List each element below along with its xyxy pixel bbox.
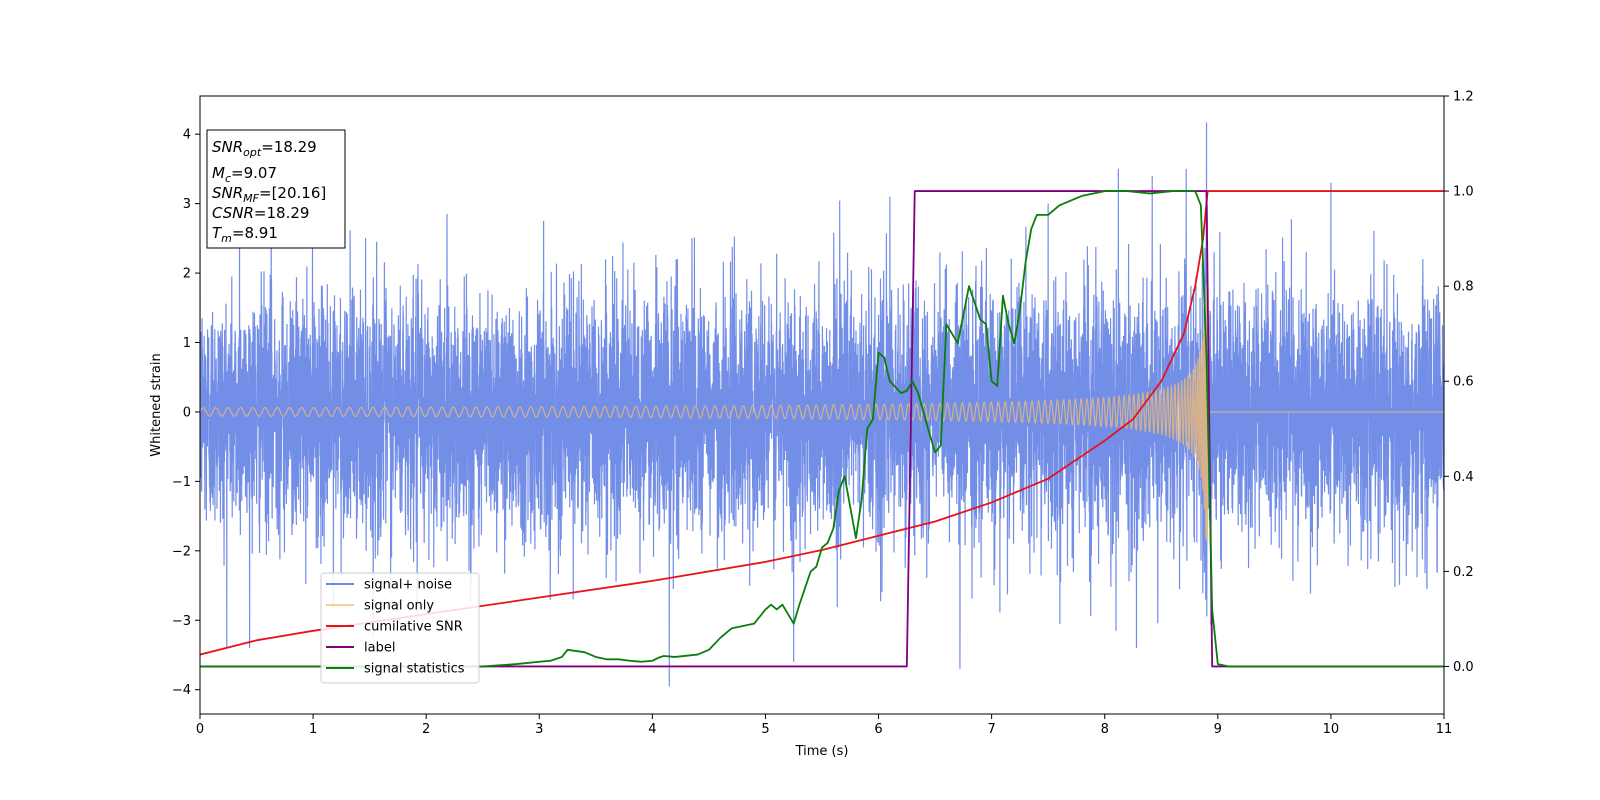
info-tm: Tm=8.91: [212, 224, 278, 245]
x-axis-ticks: 0 1 2 3 4 5 6 7 8 9 10 11: [196, 714, 1452, 737]
legend: signal+ noise signal only cumilative SNR la…: [320, 572, 480, 684]
x-tick-label: 4: [648, 722, 656, 737]
legend-label: label: [364, 641, 395, 656]
legend-label: signal only: [364, 599, 434, 614]
y-left-tick-label: −4: [172, 683, 191, 698]
y-right-tick-label: 0.6: [1453, 375, 1474, 390]
series-signal-statistics: [200, 190, 1444, 668]
series-signal-noise: [200, 122, 1444, 687]
legend-label: cumilative SNR: [364, 620, 463, 635]
x-tick-label: 11: [1436, 722, 1453, 737]
y-right-tick-label: 0.2: [1453, 565, 1474, 580]
y-left-tick-label: 4: [183, 128, 191, 143]
y-left-tick-label: 0: [183, 405, 191, 420]
x-tick-label: 1: [309, 722, 317, 737]
info-csnr: CSNR=18.29: [212, 204, 309, 222]
info-snr-mf: SNRMF=[20.16]: [212, 184, 326, 205]
y-right-tick-label: 0.8: [1453, 280, 1474, 295]
y-left-tick-label: −2: [172, 544, 191, 559]
legend-label: signal statistics: [364, 662, 465, 677]
y-right-tick-label: 0.4: [1453, 470, 1474, 485]
legend-items: signal+ noise signal only cumilative SNR la…: [326, 578, 465, 677]
y-axis-right-ticks: 0.0 0.2 0.4 0.6 0.8 1.0 1.2: [1444, 90, 1474, 675]
x-tick-label: 7: [987, 722, 995, 737]
y-left-tick-label: −3: [172, 614, 191, 629]
y-right-tick-label: 1.0: [1453, 185, 1474, 200]
x-tick-label: 9: [1214, 722, 1222, 737]
x-tick-label: 0: [196, 722, 204, 737]
y-left-tick-label: 2: [183, 267, 191, 282]
x-tick-label: 3: [535, 722, 543, 737]
series-signal-only: [200, 283, 1444, 541]
y-left-tick-label: 3: [183, 197, 191, 212]
info-box: SNRopt=18.29 Mc=9.07 SNRMF=[20.16] CSNR=…: [206, 129, 346, 249]
legend-label: signal+ noise: [364, 578, 452, 593]
x-tick-label: 2: [422, 722, 430, 737]
x-tick-label: 8: [1101, 722, 1109, 737]
plot-frame: [199, 95, 1445, 715]
info-snr-opt: SNRopt=18.29: [212, 138, 317, 159]
legend-frame: [320, 572, 480, 684]
info-mc: Mc=9.07: [212, 164, 277, 185]
y-axis-left-ticks: −4 −3 −2 −1 0 1 2 3 4: [172, 128, 200, 698]
x-tick-label: 10: [1323, 722, 1340, 737]
x-axis-label: Time (s): [795, 744, 849, 759]
y-right-tick-label: 0.0: [1453, 660, 1474, 675]
y-axis-label: Whitened strain: [149, 353, 164, 456]
y-left-tick-label: −1: [172, 475, 191, 490]
y-left-tick-label: 1: [183, 336, 191, 351]
info-box-frame: [206, 129, 346, 249]
x-tick-label: 6: [874, 722, 882, 737]
y-right-tick-label: 1.2: [1453, 90, 1474, 105]
x-tick-label: 5: [761, 722, 769, 737]
